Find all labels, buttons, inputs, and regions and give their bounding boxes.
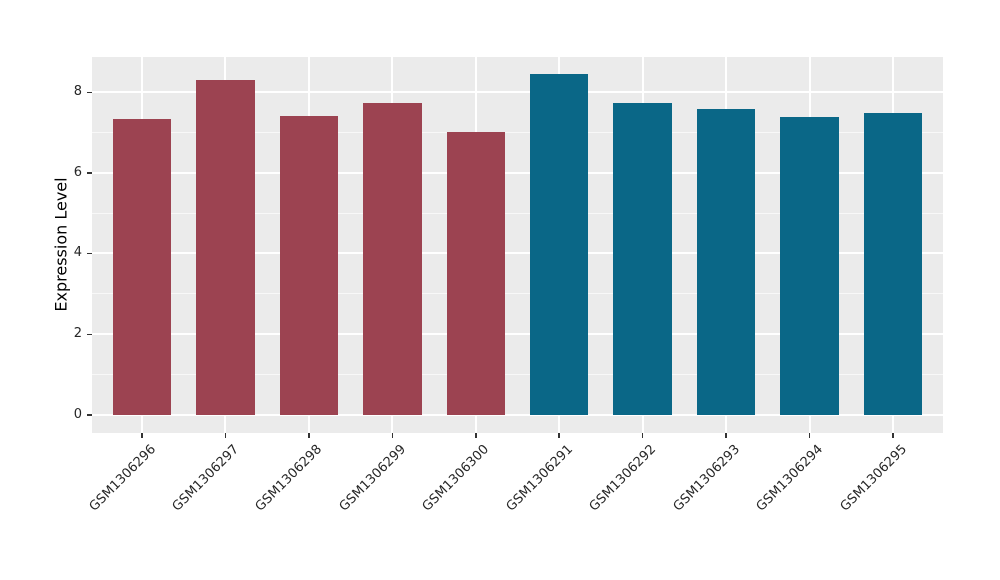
major-gridline-y-2 [92, 333, 943, 336]
x-tick-label-GSM1306292: GSM1306292 [586, 442, 660, 515]
x-tick-GSM1306296 [141, 433, 143, 438]
x-tick-label-GSM1306295: GSM1306295 [837, 442, 910, 515]
x-tick-label-GSM1306291: GSM1306291 [503, 442, 576, 515]
y-tick-4 [87, 252, 92, 255]
y-tick-label-4: 4 [73, 245, 82, 261]
x-tick-label-GSM1306296: GSM1306296 [86, 442, 159, 515]
y-tick-8 [87, 91, 92, 94]
bar-GSM1306297 [196, 79, 255, 415]
x-tick-label-GSM1306298: GSM1306298 [253, 442, 326, 515]
y-tick-label-0: 0 [73, 406, 82, 422]
minor-gridline-y-5 [92, 212, 943, 214]
bar-GSM1306293 [696, 109, 756, 415]
x-tick-GSM1306298 [308, 433, 310, 438]
y-tick-2 [87, 333, 92, 336]
minor-gridline-y-7 [92, 131, 943, 133]
x-tick-label-GSM1306294: GSM1306294 [753, 442, 827, 515]
x-tick-GSM1306300 [475, 433, 477, 438]
plot-panel [92, 57, 943, 433]
x-tick-GSM1306293 [725, 433, 727, 438]
x-tick-GSM1306299 [391, 433, 394, 438]
bar-GSM1306298 [279, 115, 339, 415]
x-tick-GSM1306291 [558, 433, 560, 438]
major-gridline-y-8 [92, 91, 943, 94]
x-tick-GSM1306294 [808, 433, 811, 438]
major-gridline-y-4 [92, 252, 943, 255]
x-tick-label-GSM1306299: GSM1306299 [336, 442, 409, 515]
y-tick-6 [87, 172, 92, 174]
bar-GSM1306299 [363, 102, 422, 415]
y-tick-label-8: 8 [73, 84, 82, 100]
x-tick-label-GSM1306300: GSM1306300 [419, 442, 493, 515]
x-tick-label-GSM1306293: GSM1306293 [670, 442, 743, 515]
bar-GSM1306296 [112, 119, 172, 415]
minor-gridline-y-3 [92, 293, 943, 295]
major-gridline-y-0 [92, 413, 943, 416]
bar-GSM1306295 [863, 113, 923, 415]
x-tick-GSM1306297 [224, 433, 227, 438]
major-gridline-y-6 [92, 171, 943, 174]
x-tick-GSM1306295 [892, 433, 894, 438]
minor-gridline-y-1 [92, 374, 943, 375]
bar-GSM1306292 [613, 102, 672, 415]
y-tick-0 [87, 414, 92, 416]
y-tick-label-6: 6 [73, 164, 82, 180]
bar-GSM1306300 [446, 131, 505, 415]
bar-GSM1306291 [530, 73, 589, 415]
x-tick-GSM1306292 [641, 433, 644, 438]
y-tick-label-2: 2 [73, 326, 82, 342]
bar-GSM1306294 [780, 116, 839, 415]
x-tick-label-GSM1306297: GSM1306297 [169, 442, 243, 515]
